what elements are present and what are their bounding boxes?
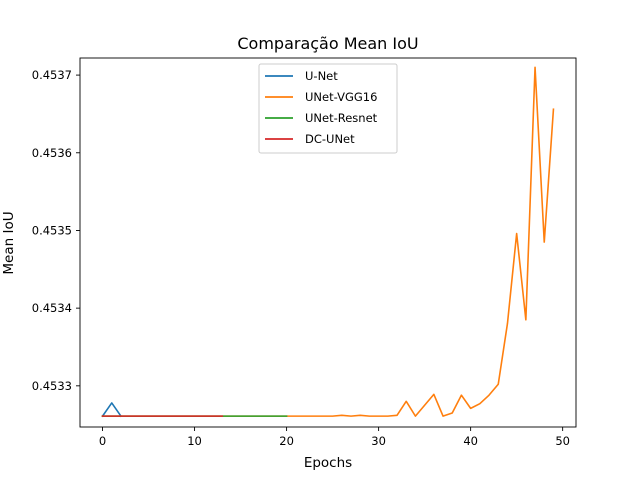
legend-box — [258, 63, 398, 154]
y-tick-label: 0.4537 — [32, 68, 72, 82]
y-axis-label: Mean IoU — [1, 211, 17, 274]
x-tick-label: 20 — [279, 434, 294, 448]
axes: 0 10 20 30 40 50 0.4533 0.4534 0.4535 0.4536 0.453… — [32, 57, 577, 448]
x-tick-label: 30 — [371, 434, 386, 448]
legend-label-u-net: U-Net — [305, 69, 338, 83]
x-tick-label: 50 — [555, 434, 570, 448]
plot-area — [101, 66, 555, 418]
chart-title: Comparação Mean IoU — [237, 34, 418, 53]
y-tick-label: 0.4533 — [32, 379, 72, 393]
legend-label-unet-resnet: UNet-Resnet — [305, 111, 378, 125]
x-tick-label: 0 — [99, 434, 106, 448]
x-tick-label: 40 — [463, 434, 478, 448]
x-tick-label: 10 — [187, 434, 202, 448]
legend-label-dc-unet: DC-UNet — [305, 132, 355, 146]
series-line-u-net — [101, 402, 123, 418]
axes-frame — [79, 57, 577, 428]
legend-label-unet-vgg16: UNet-VGG16 — [305, 90, 377, 104]
y-tick-label: 0.4535 — [32, 223, 72, 237]
y-tick-label: 0.4536 — [32, 146, 72, 160]
y-tick-label: 0.4534 — [32, 301, 72, 315]
x-axis-label: Epochs — [304, 455, 352, 471]
legend: U-Net UNet-VGG16 UNet-Resnet DC-UNet — [258, 63, 398, 154]
